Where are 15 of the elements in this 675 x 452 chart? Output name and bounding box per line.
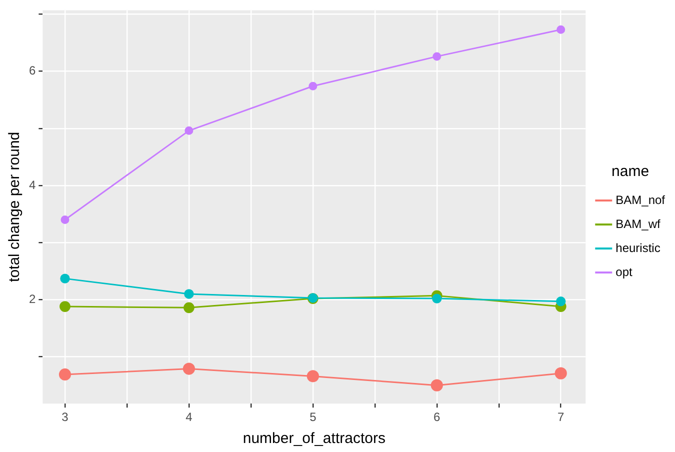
y-tick-label: 2 xyxy=(28,292,36,306)
legend-label: heuristic xyxy=(616,240,660,255)
legend-label: BAM_nof xyxy=(616,192,666,207)
legend-title: name xyxy=(612,163,650,180)
x-tick-label: 5 xyxy=(310,410,317,424)
x-axis-title: number_of_attractors xyxy=(242,430,386,448)
x-tick-label: 3 xyxy=(62,410,69,424)
x-tick-label: 6 xyxy=(434,410,441,424)
legend-label: BAM_wf xyxy=(616,216,661,231)
y-axis-title: total change per round xyxy=(6,132,24,282)
x-tick-label: 7 xyxy=(558,410,565,424)
legend-label: opt xyxy=(616,264,633,279)
y-tick-label: 6 xyxy=(28,64,36,78)
x-tick-label: 4 xyxy=(186,410,193,424)
y-tick-label: 4 xyxy=(28,178,36,192)
